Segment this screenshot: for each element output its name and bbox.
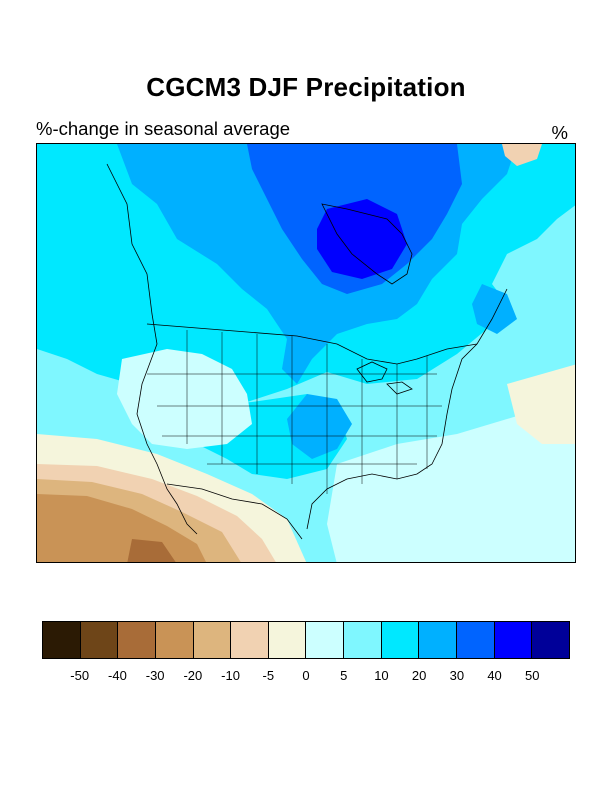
colorbar-tick-label: 5 [340,668,348,683]
colorbar-tick-label: -50 [70,668,90,683]
colorbar-tick-label: -30 [145,668,165,683]
colorbar-swatch-13 [532,622,569,658]
chart-subtitle: %-change in seasonal average [36,118,291,139]
colorbar-swatch-8 [344,622,382,658]
field-5-10-southeast [327,399,575,562]
colorbar-swatch-0 [43,622,81,658]
colorbar-tick-label: 40 [487,668,502,683]
colorbar-tick-label: 30 [449,668,465,683]
colorbar-swatch-1 [80,622,119,658]
colorbar-swatch-6 [268,622,307,658]
colorbar-tick-label: -40 [108,668,127,683]
colorbar-swatch-3 [155,622,194,658]
field-50-plus [317,199,407,279]
colorbar-tick-label: 50 [525,668,540,683]
colorbar-swatch-11 [457,622,495,658]
colorbar-tick-label: -10 [221,668,240,683]
coastline-atlantic [306,288,508,530]
state-borders [147,330,442,494]
colorbar-swatch-5 [231,622,269,658]
units-label: % [551,122,568,143]
colorbar-swatch-2 [118,622,156,658]
coastline-pacific [106,163,198,535]
border-us-mexico [166,483,303,540]
colorbar-swatch-10 [419,622,458,658]
colorbar-swatch-4 [193,622,232,658]
border-us-canada [146,323,478,365]
colorbar-swatch-7 [306,622,345,658]
field-30-40-east [472,284,517,334]
chart-title: CGCM3 DJF Precipitation [146,72,466,102]
colorbar-swatch-12 [494,622,533,658]
colorbar-tick-label: 10 [374,668,389,683]
colorbar-tick-label: -5 [262,668,275,683]
field-neg30 [127,539,176,562]
colorbar-tick-label: -20 [183,668,203,683]
precipitation-map [36,143,576,563]
field-0-5-east [507,364,575,444]
coastline-hudson-bay [321,203,413,285]
map-boundaries [106,163,508,540]
colorbar-tick-label: 20 [411,668,427,683]
colorbar-tick-labels: -50 -40 -30 -20 -10 -5 0 5 10 20 30 40 50 [0,668,612,688]
colorbar-tick-label: 0 [302,668,310,683]
colorbar [42,621,570,659]
field-neg-greenland [502,144,542,166]
colorbar-swatch-9 [381,622,420,658]
field-30-40-south [287,394,352,459]
